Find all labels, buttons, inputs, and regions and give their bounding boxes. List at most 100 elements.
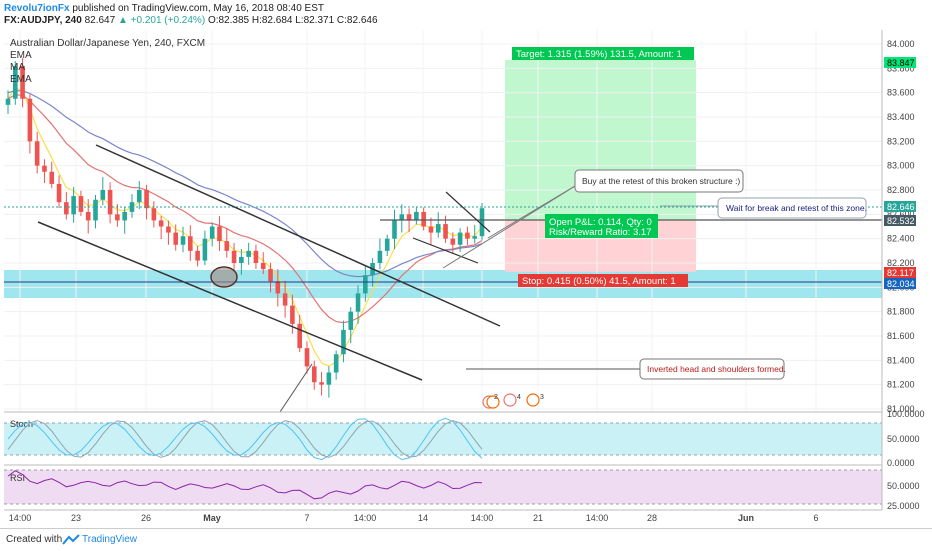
badge-entry-bg xyxy=(884,215,916,226)
tradingview-logo-icon[interactable] xyxy=(62,533,80,547)
candle-body xyxy=(450,238,456,245)
candle-body xyxy=(260,263,266,270)
flag-upper-line[interactable] xyxy=(445,191,491,233)
publish-info: Revolu7ionFx published on TradingView.co… xyxy=(4,3,324,14)
candle-body xyxy=(188,236,193,251)
candle-body xyxy=(479,208,485,237)
channel-upper-line[interactable] xyxy=(95,144,501,327)
candle-body xyxy=(406,214,412,221)
time-tick: 6 xyxy=(813,513,818,523)
candle-body xyxy=(435,224,441,233)
candle-body xyxy=(384,238,390,251)
candle-body xyxy=(85,211,91,221)
candle-body xyxy=(239,256,244,263)
wait-note-box[interactable] xyxy=(717,197,867,219)
candle-body xyxy=(282,293,288,306)
candle-body xyxy=(297,323,302,349)
tradingview-brand[interactable]: TradingView xyxy=(82,534,138,545)
candle-body xyxy=(363,275,368,294)
price-tick: 83.600 xyxy=(887,88,915,98)
price-tick: 83.000 xyxy=(887,161,915,171)
risk-reward-label: Risk/Reward Ratio: 3.17 xyxy=(549,227,651,238)
candle-body xyxy=(166,226,171,233)
last-price: 82.647 xyxy=(84,15,116,26)
time-tick: 14:00 xyxy=(354,513,377,523)
candle-body xyxy=(180,236,186,245)
time-tick: 26 xyxy=(141,513,151,523)
stoch-band xyxy=(4,423,882,455)
candle-body xyxy=(107,190,113,215)
channel-lower-line[interactable] xyxy=(37,221,423,381)
price-tick: 84.000 xyxy=(887,39,915,49)
rsi-line xyxy=(7,470,483,500)
stoch-d-line xyxy=(7,420,483,458)
badge-current: 82.646 xyxy=(887,202,915,212)
candle-body xyxy=(173,232,179,245)
badge-stop2: 82.034 xyxy=(887,279,915,289)
badge-stop1-bg xyxy=(884,267,916,278)
price-tick: 82.800 xyxy=(887,185,915,195)
buy-note-box[interactable] xyxy=(574,169,744,193)
event-markers[interactable]: 2 4 3 xyxy=(482,393,544,409)
chart-legend-title: Australian Dollar/Japanese Yen, 240, FXC… xyxy=(10,38,205,49)
shoulder-marker[interactable] xyxy=(210,266,238,288)
price-axis[interactable]: 84.000 83.800 83.600 83.400 83.200 83.000 82.8… xyxy=(887,39,915,414)
candle-body xyxy=(348,311,354,330)
ema-slow-line xyxy=(7,94,483,324)
legend-ema-2[interactable]: EMA xyxy=(10,74,32,85)
ihs-note-box[interactable] xyxy=(639,358,785,380)
price-tick: 83.400 xyxy=(887,112,915,122)
stoch-tick: 100.0000 xyxy=(887,409,925,419)
candle-body xyxy=(71,196,76,215)
target-label[interactable]: Target: 1.315 (1.59%) 131.5, Amount: 1 xyxy=(516,49,682,60)
price-change: +0.201 (+0.24%) xyxy=(130,15,206,26)
candle-body xyxy=(151,208,157,221)
rsi-label: RSI xyxy=(10,473,25,483)
time-tick: Jun xyxy=(738,513,754,523)
candle-body xyxy=(443,224,448,239)
legend-ema-1[interactable]: EMA xyxy=(10,50,32,61)
wait-note-text: Wait for break and retest of this zone. xyxy=(726,203,867,213)
ma-line xyxy=(7,90,483,278)
candle-body xyxy=(78,196,84,212)
event-marker-icon[interactable] xyxy=(486,395,500,409)
time-tick: 23 xyxy=(71,513,81,523)
candle-body xyxy=(304,348,310,367)
event-marker-icon[interactable] xyxy=(526,393,540,407)
time-axis[interactable]: 14:00 23 26 May 7 14:00 14 14:00 21 14:00 28 Jun 6 xyxy=(9,513,819,523)
candle-body xyxy=(56,183,62,203)
candle-body xyxy=(428,226,434,233)
candle-body xyxy=(246,250,251,257)
time-tick: 14:00 xyxy=(586,513,609,523)
candle-body xyxy=(399,214,405,221)
event-marker-icon[interactable] xyxy=(503,393,517,407)
price-tick: 82.600 xyxy=(887,209,915,219)
flag-lower-line[interactable] xyxy=(412,237,479,264)
candle-body xyxy=(355,293,361,312)
candle-body xyxy=(20,65,25,99)
candle-body xyxy=(472,236,478,239)
rsi-tick: 50.0000 xyxy=(887,481,920,491)
candle-body xyxy=(49,171,55,184)
event-count: 4 xyxy=(517,394,521,401)
event-count: 3 xyxy=(540,394,544,401)
buy-note-text: Buy at the retest of this broken structu… xyxy=(582,176,740,186)
candle-body xyxy=(5,98,11,105)
badge-stop2-bg xyxy=(884,278,916,289)
moving-averages xyxy=(7,86,483,367)
legend-ma[interactable]: MA xyxy=(10,62,25,73)
candle-body xyxy=(195,250,200,261)
candle-body xyxy=(115,214,120,221)
created-with-text: Created with xyxy=(6,534,63,545)
candle-body xyxy=(268,269,273,282)
candles xyxy=(5,57,485,398)
candle-body xyxy=(421,211,426,227)
stop-label[interactable]: Stop: 0.415 (0.50%) 41.5, Amount: 1 xyxy=(522,276,676,287)
stoch-tick: 50.0000 xyxy=(887,434,920,444)
author-name[interactable]: Revolu7ionFx xyxy=(4,3,70,14)
candle-body xyxy=(202,238,208,261)
price-tick: 82.200 xyxy=(887,258,915,268)
badge-top: 83.847 xyxy=(887,58,915,68)
candle-body xyxy=(319,382,324,385)
price-chart[interactable]: Target: 1.315 (1.59%) 131.5, Amount: 1 O… xyxy=(0,0,932,528)
